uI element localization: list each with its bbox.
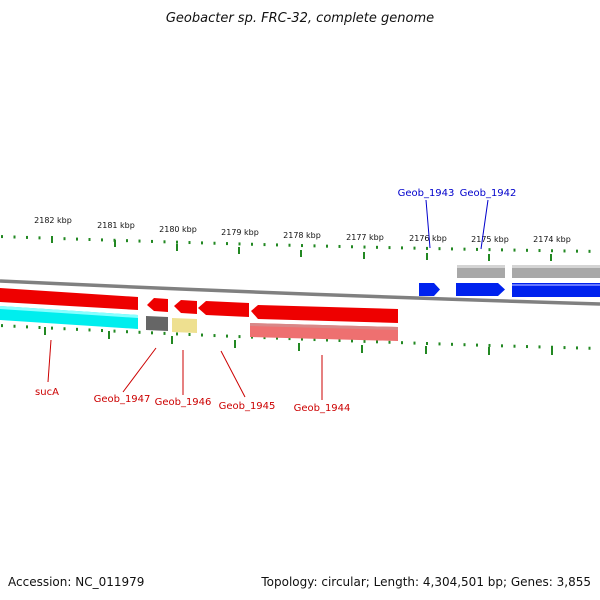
scale-label: 2179 kbp xyxy=(221,228,259,237)
gene-arrow-geob-1945[interactable] xyxy=(198,301,249,317)
map-title: Geobacter sp. FRC-32, complete genome xyxy=(166,11,434,26)
gene-arrow-geob-1944[interactable] xyxy=(251,305,398,323)
scale-label: 2180 kbp xyxy=(159,225,197,234)
outer-tick-ring xyxy=(1,235,591,253)
gene-arrow-geob-1947[interactable] xyxy=(147,298,168,312)
scale-label: 2176 kbp xyxy=(409,234,447,243)
gray-gene-highlight xyxy=(457,265,505,268)
scale-label: 2177 kbp xyxy=(346,233,384,242)
bottom-gene-labels: sucA Geob_1947 Geob_1946 Geob_1945 Geob_… xyxy=(35,339,351,414)
gene-arrow-geob-1946[interactable] xyxy=(174,300,197,314)
reverse-strand-genes xyxy=(0,288,398,323)
pink-gene-highlight xyxy=(250,323,398,330)
label-leader-geob-1945 xyxy=(220,350,246,398)
forward-strand-genes xyxy=(419,283,600,297)
yellow-gene-block[interactable] xyxy=(172,318,197,333)
gene-label-geob-1946[interactable]: Geob_1946 xyxy=(155,397,212,408)
label-leader-geob-1943 xyxy=(425,199,431,249)
cyan-gene-highlight xyxy=(0,306,138,318)
label-leader-geob-1942 xyxy=(480,199,489,250)
inner-major-ticks xyxy=(44,327,553,355)
genome-backbone xyxy=(0,279,600,306)
forward-gray-genes xyxy=(457,265,600,278)
top-gene-labels: Geob_1943 Geob_1942 xyxy=(398,188,517,250)
label-leader-suca xyxy=(47,339,52,383)
scale-label: 2182 kbp xyxy=(34,216,72,225)
gray-gene-highlight xyxy=(512,265,600,268)
reverse-secondary-genes xyxy=(0,306,398,341)
genome-summary-text: Topology: circular; Length: 4,304,501 bp… xyxy=(260,575,591,589)
gray-gene-block[interactable] xyxy=(512,265,600,278)
scale-label: 2178 kbp xyxy=(283,231,321,240)
gene-label-geob-1943[interactable]: Geob_1943 xyxy=(398,188,455,199)
cyan-gene-block[interactable] xyxy=(0,306,138,329)
gene-label-geob-1944[interactable]: Geob_1944 xyxy=(294,403,351,414)
accession-text: Accession: NC_011979 xyxy=(8,575,144,589)
gene-highlight xyxy=(512,284,600,286)
scale-label: 2181 kbp xyxy=(97,221,135,230)
gene-label-suca[interactable]: sucA xyxy=(35,387,59,398)
gene-arrow-suca[interactable] xyxy=(0,288,138,310)
scale-label: 2174 kbp xyxy=(533,235,571,244)
gene-arrow-geob-1942[interactable] xyxy=(456,283,505,296)
gene-arrow-blue-edge[interactable] xyxy=(512,283,600,297)
gene-label-geob-1947[interactable]: Geob_1947 xyxy=(94,394,151,405)
label-leader-geob-1947 xyxy=(122,347,157,393)
gene-label-geob-1942[interactable]: Geob_1942 xyxy=(460,188,517,199)
gene-arrow-geob-1943[interactable] xyxy=(419,283,440,296)
gene-label-geob-1945[interactable]: Geob_1945 xyxy=(219,401,276,412)
gray-gene-block[interactable] xyxy=(457,265,505,278)
scale-labels: 2182 kbp 2181 kbp 2180 kbp 2179 kbp 2178… xyxy=(34,216,571,261)
dark-gray-gene-block[interactable] xyxy=(146,316,168,331)
scale-label: 2175 kbp xyxy=(471,235,509,244)
